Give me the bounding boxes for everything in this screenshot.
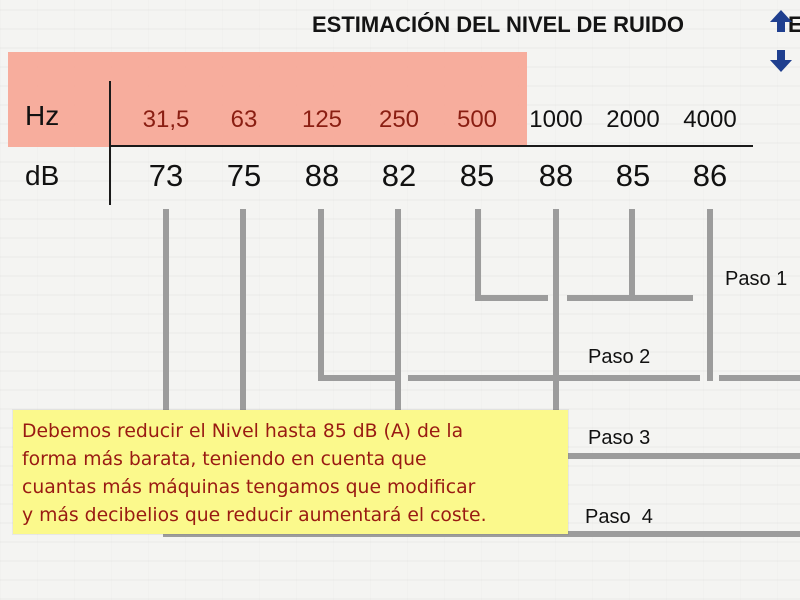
db-cell: 85 bbox=[615, 158, 651, 193]
hz-cell: 250 bbox=[378, 106, 420, 133]
note-line: y más decibelios que reducir aumentará e… bbox=[22, 505, 487, 526]
db-cell: 85 bbox=[459, 158, 495, 193]
hz-cell: 125 bbox=[301, 106, 343, 133]
low-frequency-highlight bbox=[8, 52, 527, 147]
step-label-4: Paso 4 bbox=[585, 506, 653, 528]
note-callout: Debemos reducir el Nivel hasta 85 dB (A)… bbox=[13, 410, 568, 534]
db-cell: 73 bbox=[148, 158, 184, 193]
db-cell: 88 bbox=[538, 158, 574, 193]
arrow-down-icon bbox=[770, 50, 792, 72]
note-line: cuantas más máquinas tengamos que modifi… bbox=[22, 477, 476, 498]
page-title-overflow: E bbox=[788, 12, 800, 37]
hz-cell: 500 bbox=[456, 106, 498, 133]
step-label-1: Paso 1 bbox=[725, 268, 788, 290]
db-cell: 75 bbox=[226, 158, 262, 193]
arrow-up-icon bbox=[770, 10, 792, 32]
hz-cell: 63 bbox=[230, 106, 258, 133]
db-cell: 88 bbox=[304, 158, 340, 193]
step-label-2: Paso 2 bbox=[588, 346, 651, 368]
db-cell: 82 bbox=[381, 158, 417, 193]
note-line: Debemos reducir el Nivel hasta 85 dB (A)… bbox=[22, 421, 464, 442]
nav-up-button[interactable] bbox=[767, 8, 795, 34]
hz-row-label: Hz bbox=[25, 100, 60, 131]
step-label-3: Paso 3 bbox=[588, 427, 651, 449]
hz-cell: 31,5 bbox=[142, 106, 190, 133]
hz-cell: 1000 bbox=[529, 106, 583, 133]
page-title: ESTIMACIÓN DEL NIVEL DE RUIDO bbox=[312, 12, 685, 37]
note-line: forma más barata, teniendo en cuenta que bbox=[22, 449, 427, 470]
hz-cell: 2000 bbox=[606, 106, 660, 133]
hz-cell: 4000 bbox=[683, 106, 737, 133]
db-row-label: dB bbox=[25, 160, 60, 191]
db-cell: 86 bbox=[692, 158, 728, 193]
nav-down-button[interactable] bbox=[767, 48, 795, 74]
